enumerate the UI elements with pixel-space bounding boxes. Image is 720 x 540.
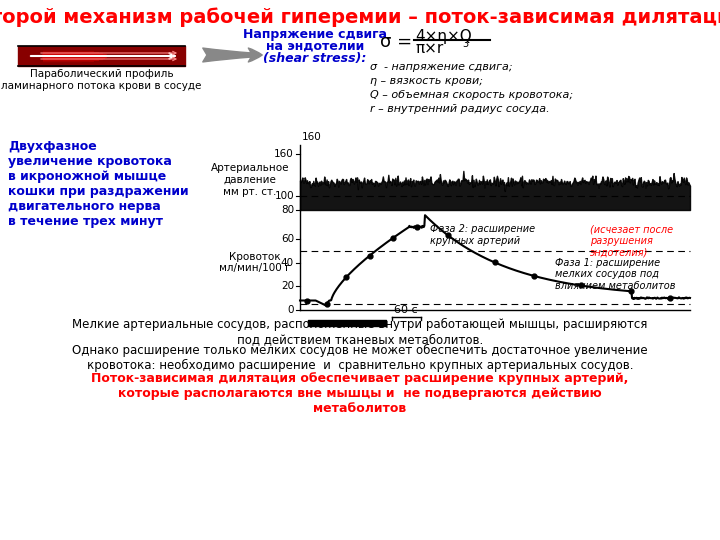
Text: π×r: π×r — [415, 41, 444, 56]
Text: Поток-зависимая дилятация обеспечивает расширение крупных артерий,
которые распо: Поток-зависимая дилятация обеспечивает р… — [91, 372, 629, 415]
Text: 40: 40 — [281, 258, 294, 267]
Text: σ  - напряжение сдвига;: σ - напряжение сдвига; — [370, 62, 513, 72]
Text: Фаза 2: расширение
крупных артерий: Фаза 2: расширение крупных артерий — [430, 225, 535, 246]
Text: Фаза 1: расширение
мелких сосудов под
влиянием метаболитов: Фаза 1: расширение мелких сосудов под вл… — [555, 258, 675, 291]
Text: Однако расширение только мелких сосудов не может обеспечить достаточное увеличен: Однако расширение только мелких сосудов … — [72, 344, 648, 372]
Text: 80: 80 — [281, 205, 294, 215]
Text: Артериальное
давление
мм рт. ст.: Артериальное давление мм рт. ст. — [211, 164, 289, 197]
Text: Параболический профиль
ламинарного потока крови в сосуде: Параболический профиль ламинарного поток… — [1, 69, 202, 91]
Text: Q – объемная скорость кровотока;: Q – объемная скорость кровотока; — [370, 90, 573, 100]
Text: Кровоток
мл/мин/100 г: Кровоток мл/мин/100 г — [220, 252, 291, 273]
Text: (исчезает после
разрушения
эндотелия): (исчезает после разрушения эндотелия) — [590, 225, 673, 258]
Text: r – внутренний радиус сосуда.: r – внутренний радиус сосуда. — [370, 104, 549, 114]
Text: 60: 60 — [281, 234, 294, 244]
Text: на эндотелии: на эндотелии — [266, 40, 364, 53]
Text: 60 с: 60 с — [395, 305, 418, 315]
Text: η – вязкость крови;: η – вязкость крови; — [370, 76, 483, 86]
Text: Двухфазное
увеличение кровотока
в икроножной мышце
кошки при раздражении
двигате: Двухфазное увеличение кровотока в икроно… — [8, 140, 189, 228]
Text: 100: 100 — [274, 191, 294, 201]
Text: Мелкие артериальные сосудов, расположенные внутри работающей мышцы, расширяются
: Мелкие артериальные сосудов, расположенн… — [72, 318, 648, 346]
Text: 3: 3 — [462, 39, 468, 49]
Text: 160: 160 — [274, 148, 294, 159]
Text: 0: 0 — [287, 305, 294, 315]
Text: 4×η×Q: 4×η×Q — [415, 29, 472, 44]
Text: 160: 160 — [302, 132, 322, 142]
Text: σ =: σ = — [380, 33, 412, 51]
Text: Второй механизм рабочей гиперемии – поток-зависимая дилятация: Второй механизм рабочей гиперемии – пото… — [0, 7, 720, 26]
Text: Напряжение сдвига: Напряжение сдвига — [243, 28, 387, 41]
Text: 20: 20 — [281, 281, 294, 291]
Text: (shear stress):: (shear stress): — [264, 52, 366, 65]
